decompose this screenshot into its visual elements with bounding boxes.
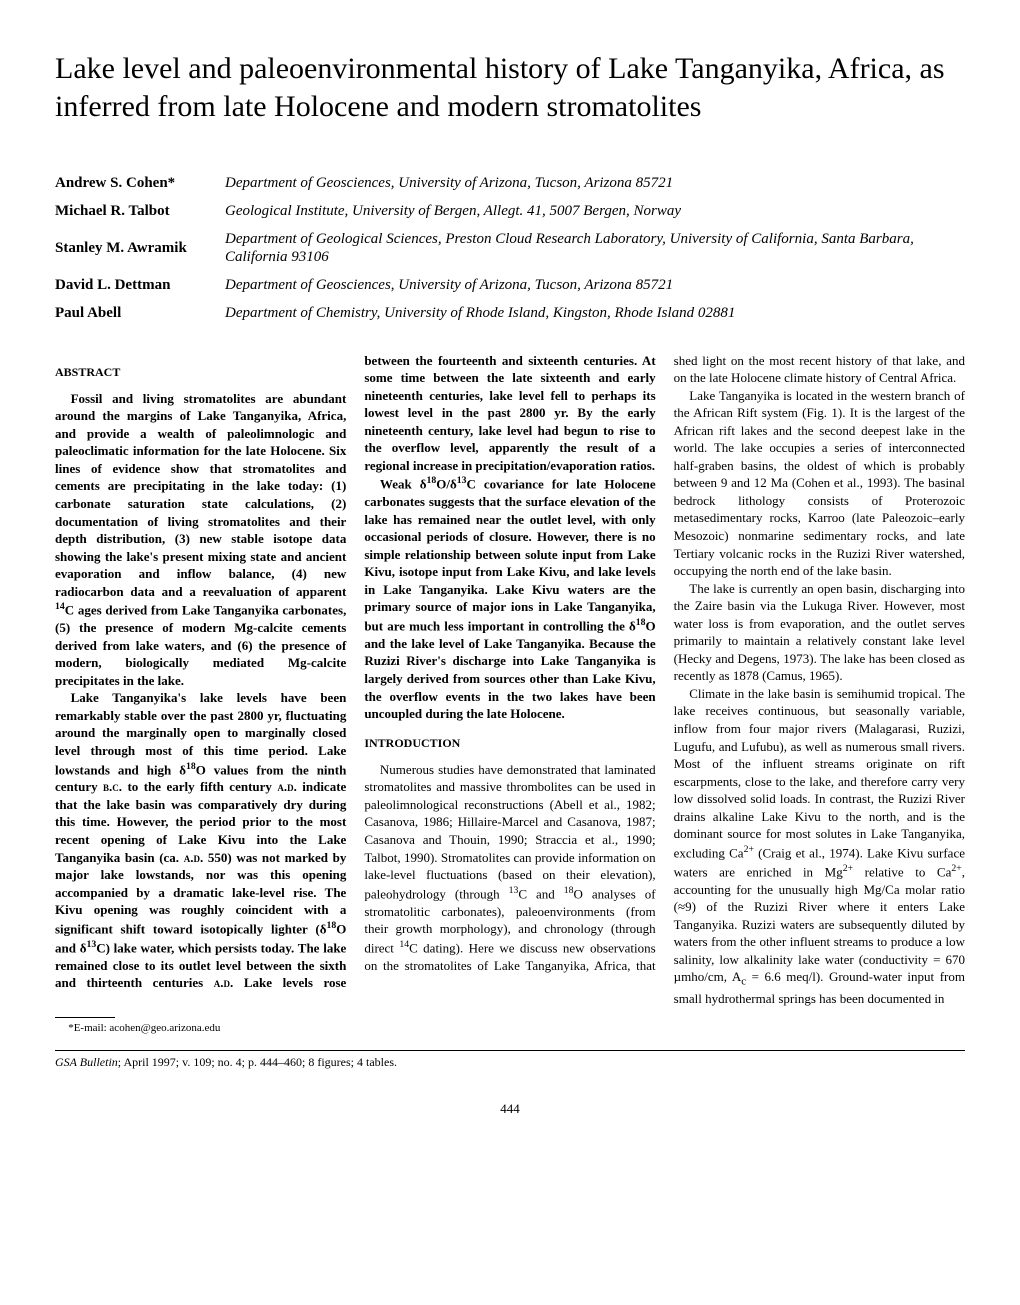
author-affil: Department of Geological Sciences, Prest… [225,230,965,268]
author-name: Michael R. Talbot [55,201,225,221]
intro-head: INTRODUCTION [364,735,655,751]
author-affil: Department of Geosciences, University of… [225,174,673,193]
intro-para: Lake Tanganyika is located in the wester… [674,387,965,580]
author-affil: Department of Chemistry, University of R… [225,304,735,323]
footnote-rule [55,1017,115,1018]
author-row: Andrew S. Cohen* Department of Geoscienc… [55,173,965,193]
author-row: Michael R. Talbot Geological Institute, … [55,201,965,221]
journal-line: GSA Bulletin; April 1997; v. 109; no. 4;… [55,1054,965,1070]
author-name: Stanley M. Awramik [55,238,225,258]
author-name: Paul Abell [55,303,225,323]
author-row: Stanley M. Awramik Department of Geologi… [55,230,965,268]
author-affil: Department of Geosciences, University of… [225,276,673,295]
paper-title: Lake level and paleoenvironmental histor… [55,50,965,125]
body-columns: ABSTRACT Fossil and living stromatolites… [55,352,965,1008]
authors-block: Andrew S. Cohen* Department of Geoscienc… [55,173,965,324]
intro-para: Climate in the lake basin is semihumid t… [674,685,965,1007]
abstract-para: Weak δ18O/δ13C covariance for late Holoc… [364,474,655,722]
journal-name: GSA Bulletin [55,1055,118,1069]
author-name: David L. Dettman [55,275,225,295]
intro-para: The lake is currently an open basin, dis… [674,580,965,685]
author-row: David L. Dettman Department of Geoscienc… [55,275,965,295]
abstract-para: Fossil and living stromatolites are abun… [55,390,346,690]
page-number: 444 [55,1100,965,1118]
bottom-rule [55,1050,965,1051]
author-row: Paul Abell Department of Chemistry, Univ… [55,303,965,323]
abstract-head: ABSTRACT [55,364,346,380]
footnote: *E-mail: acohen@geo.arizona.edu [55,1021,965,1036]
author-name: Andrew S. Cohen* [55,173,225,193]
journal-details: ; April 1997; v. 109; no. 4; p. 444–460;… [118,1055,397,1069]
author-affil: Geological Institute, University of Berg… [225,202,681,221]
